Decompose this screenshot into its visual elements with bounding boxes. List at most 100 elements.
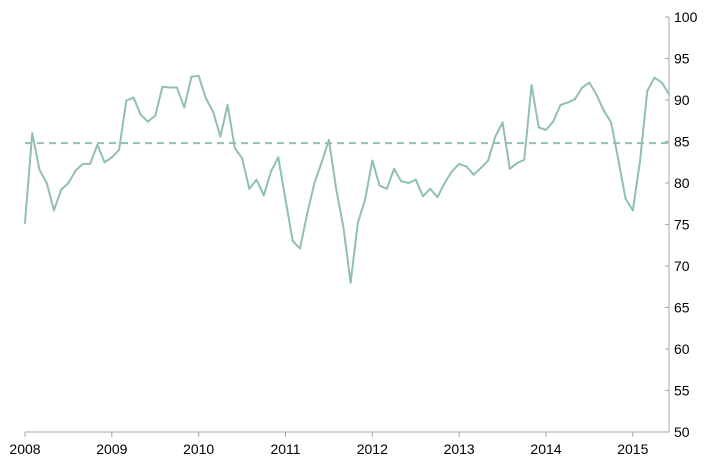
- data-point: [132, 96, 135, 99]
- data-point: [566, 101, 569, 104]
- y-tick-label: 80: [674, 175, 690, 191]
- x-tick-label: 2010: [183, 441, 214, 457]
- data-point: [516, 162, 519, 165]
- data-point: [573, 98, 576, 101]
- data-point: [183, 106, 186, 109]
- data-point: [139, 113, 142, 116]
- data-point: [378, 184, 381, 187]
- x-tick-label: 2013: [444, 441, 475, 457]
- data-point: [624, 197, 627, 200]
- data-point: [537, 126, 540, 129]
- y-tick-label: 50: [674, 424, 690, 440]
- data-point: [544, 128, 547, 131]
- data-point: [487, 159, 490, 162]
- data-point: [559, 103, 562, 106]
- data-point: [450, 170, 453, 173]
- data-point: [241, 157, 244, 160]
- data-point: [31, 132, 34, 135]
- data-point: [147, 120, 150, 123]
- data-point: [501, 121, 504, 124]
- data-point: [38, 168, 41, 171]
- data-point: [190, 75, 193, 78]
- data-point: [653, 76, 656, 79]
- data-point: [421, 195, 424, 198]
- data-point: [103, 161, 106, 164]
- x-tick-label: 2008: [9, 441, 40, 457]
- data-point: [668, 93, 670, 96]
- data-point: [407, 182, 410, 184]
- data-point: [262, 194, 265, 197]
- y-tick-label: 75: [674, 217, 690, 233]
- data-point: [118, 148, 121, 151]
- x-tick-label: 2012: [357, 441, 388, 457]
- data-point: [89, 162, 92, 165]
- data-point: [248, 187, 251, 190]
- data-point: [81, 162, 84, 165]
- data-point: [617, 158, 620, 161]
- data-point: [465, 165, 468, 168]
- data-point: [429, 187, 432, 190]
- y-tick-label: 60: [674, 341, 690, 357]
- x-tick-label: 2009: [96, 441, 127, 457]
- data-point: [660, 81, 663, 84]
- data-point: [175, 86, 178, 89]
- data-point: [356, 221, 359, 224]
- data-point: [306, 212, 309, 215]
- x-tick-label: 2011: [270, 441, 300, 457]
- data-point: [284, 198, 287, 201]
- data-point: [443, 182, 446, 184]
- data-point: [595, 94, 598, 97]
- data-point: [631, 209, 634, 212]
- data-point: [414, 178, 417, 181]
- data-point: [233, 147, 236, 150]
- data-point: [168, 86, 171, 89]
- data-point: [110, 156, 113, 159]
- data-point: [270, 170, 273, 173]
- data-point: [646, 89, 649, 92]
- data-point: [400, 180, 403, 183]
- y-tick-label: 95: [674, 51, 690, 67]
- series-line: [24, 74, 670, 284]
- data-point: [436, 196, 439, 199]
- data-point: [349, 281, 352, 284]
- data-point: [219, 135, 222, 138]
- data-point: [255, 178, 258, 181]
- y-tick-label: 70: [674, 258, 690, 274]
- data-point: [335, 187, 338, 190]
- data-point: [298, 247, 301, 250]
- data-point: [530, 84, 533, 87]
- data-point: [204, 97, 207, 100]
- data-point: [327, 138, 330, 141]
- data-point: [371, 159, 374, 162]
- data-point: [385, 187, 388, 190]
- data-point: [472, 173, 475, 176]
- series-layer: [24, 74, 670, 284]
- data-point: [364, 198, 367, 201]
- tick-labels: 50 55 60 65 70 75 80 85 90 95 100 2008 2009 2010 2011 2…: [9, 9, 697, 457]
- data-point: [588, 81, 591, 84]
- data-point: [45, 182, 48, 184]
- y-tick-label: 90: [674, 92, 690, 108]
- data-point: [24, 221, 26, 224]
- data-point: [226, 103, 229, 106]
- data-point: [320, 161, 323, 164]
- data-point: [393, 167, 396, 170]
- data-point: [342, 225, 345, 228]
- y-tick-label: 65: [674, 300, 690, 316]
- data-point: [479, 167, 482, 170]
- axes: [24, 16, 670, 437]
- data-point: [508, 167, 511, 170]
- x-tick-label: 2014: [530, 441, 561, 457]
- data-point: [552, 120, 555, 123]
- data-point: [610, 121, 613, 124]
- data-point: [458, 162, 461, 165]
- data-point: [67, 182, 70, 184]
- data-point: [277, 156, 280, 159]
- data-point: [197, 74, 200, 77]
- data-point: [602, 109, 605, 112]
- data-point: [52, 209, 55, 212]
- y-tick-label: 100: [674, 9, 698, 25]
